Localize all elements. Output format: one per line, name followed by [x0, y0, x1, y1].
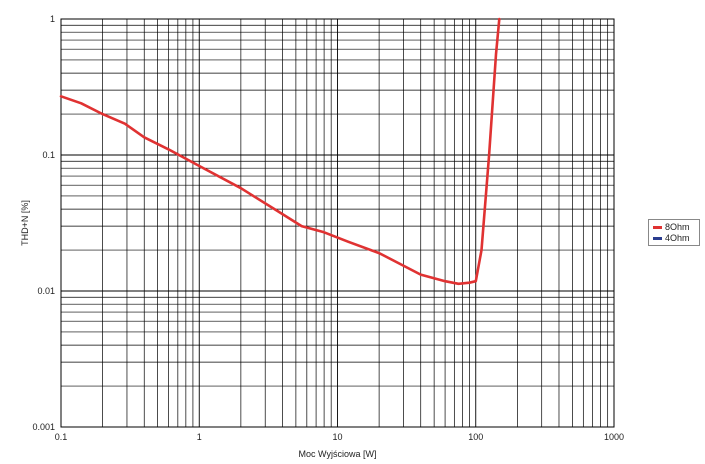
y-tick-labels: 1 0.1 0.01 0.001 — [32, 14, 55, 432]
series-line-8ohm — [59, 17, 501, 286]
y-tick-label: 1 — [50, 14, 55, 24]
x-axis-title: Moc Wyjściowa [W] — [299, 449, 377, 459]
legend-label-8ohm: 8Ohm — [665, 222, 690, 232]
series-layer — [59, 17, 501, 286]
chart-legend: 8Ohm 4Ohm — [648, 219, 700, 246]
x-tick-label: 1000 — [604, 432, 624, 442]
y-axis-title: THD+N [%] — [20, 200, 30, 246]
x-tick-label: 100 — [468, 432, 483, 442]
x-tick-label: 10 — [332, 432, 342, 442]
legend-item-4ohm: 4Ohm — [653, 233, 690, 244]
plot-frame — [60, 18, 615, 428]
legend-item-8ohm: 8Ohm — [653, 222, 690, 233]
legend-label-4ohm: 4Ohm — [665, 233, 690, 243]
x-tick-labels: 0.1 1 10 100 1000 — [55, 432, 624, 442]
y-tick-label: 0.001 — [32, 422, 55, 432]
legend-swatch-8ohm — [653, 226, 662, 229]
x-tick-label: 0.1 — [55, 432, 68, 442]
plot-grid — [60, 19, 614, 428]
legend-swatch-4ohm — [653, 237, 662, 240]
y-tick-label: 0.1 — [42, 150, 55, 160]
x-tick-label: 1 — [197, 432, 202, 442]
y-tick-label: 0.01 — [37, 286, 55, 296]
